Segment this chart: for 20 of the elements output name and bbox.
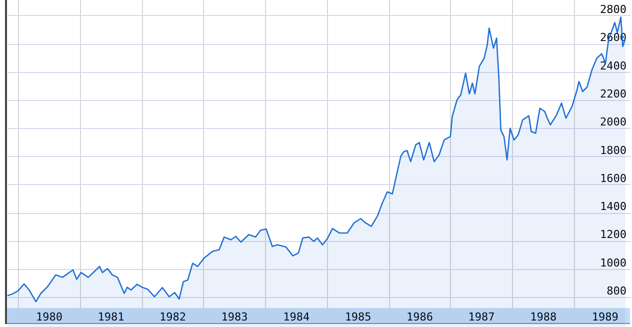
y-tick-label: 2000 — [600, 116, 626, 129]
y-tick-label: 1800 — [600, 144, 626, 157]
y-tick-label: 2200 — [600, 87, 626, 100]
x-tick-label: 1987 — [468, 310, 495, 324]
x-tick-label: 1981 — [98, 310, 124, 324]
x-tick-label: 1985 — [344, 310, 372, 324]
y-tick-label: 1000 — [600, 256, 626, 270]
y-tick-label: 1200 — [600, 228, 626, 242]
x-tick-label: 1984 — [283, 310, 310, 324]
y-tick-label: 1400 — [600, 200, 626, 214]
x-tick-label: 1982 — [159, 310, 186, 324]
y-tick-label: 800 — [606, 284, 626, 298]
x-tick-label: 1980 — [36, 310, 63, 324]
y-tick-label: 2400 — [600, 59, 626, 72]
x-tick-label: 1989 — [592, 310, 618, 324]
y-tick-label: 2800 — [600, 2, 626, 16]
x-tick-label: 1983 — [221, 310, 248, 324]
x-tick-label: 1988 — [530, 310, 557, 324]
y-tick-label: 1600 — [600, 172, 626, 185]
x-tick-label: 1986 — [406, 310, 434, 324]
